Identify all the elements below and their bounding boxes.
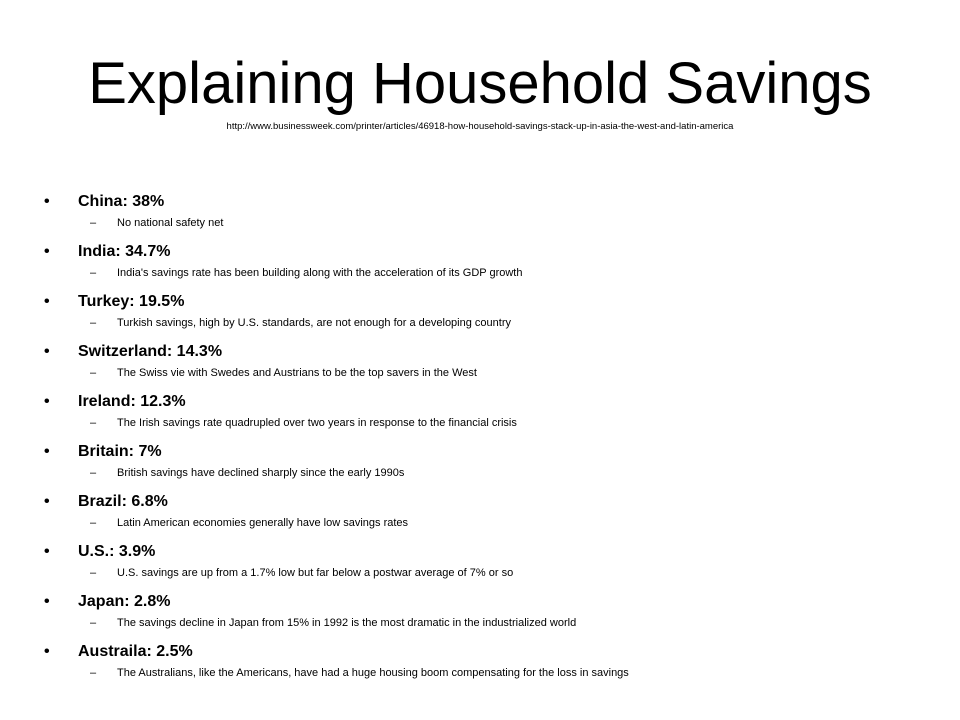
country-note: – The Irish savings rate quadrupled over …	[44, 415, 944, 431]
country-rate-label: Britain: 7%	[78, 443, 162, 460]
note-text: The Swiss vie with Swedes and Austrians …	[117, 367, 477, 379]
list-item: • Austraila: 2.5% – The Australians, like …	[44, 642, 944, 681]
country-entry: • China: 38%	[44, 192, 944, 212]
source-url: http://www.businessweek.com/printer/arti…	[226, 121, 734, 132]
country-entry: • Switzerland: 14.3%	[44, 342, 944, 362]
country-entry: • Japan: 2.8%	[44, 592, 944, 612]
country-rate-label: Switzerland: 14.3%	[78, 343, 223, 360]
note-text: The Irish savings rate quadrupled over t…	[117, 417, 517, 429]
list-item: • Ireland: 12.3% – The Irish savings rate …	[44, 392, 944, 431]
bullet-icon: •	[44, 393, 50, 410]
bullet-icon: •	[44, 193, 50, 210]
note-text: The savings decline in Japan from 15% in…	[117, 617, 577, 629]
country-rate-label: Turkey: 19.5%	[78, 293, 185, 310]
country-entry: • Ireland: 12.3%	[44, 392, 944, 412]
note-text: British savings have declined sharply si…	[117, 467, 405, 479]
country-rate-label: China: 38%	[78, 193, 165, 210]
country-note: – The Swiss vie with Swedes and Austrians…	[44, 365, 944, 381]
country-rate-label: Austraila: 2.5%	[78, 643, 193, 660]
bullet-icon: •	[44, 593, 50, 610]
country-note: – No national safety net	[44, 215, 944, 231]
savings-list: • China: 38% – No national safety net • Ind…	[44, 192, 944, 681]
note-text: Turkish savings, high by U.S. standards,…	[117, 317, 511, 329]
bullet-icon: •	[44, 443, 50, 460]
country-rate-label: India: 34.7%	[78, 243, 171, 260]
country-entry: • U.S.: 3.9%	[44, 542, 944, 562]
dash-icon: –	[90, 467, 97, 479]
dash-icon: –	[90, 517, 97, 529]
country-note: – The Australians, like the Americans, ha…	[44, 665, 944, 681]
country-rate-label: Brazil: 6.8%	[78, 493, 168, 510]
dash-icon: –	[90, 617, 97, 629]
bullet-icon: •	[44, 343, 50, 360]
list-item: • U.S.: 3.9% – U.S. savings are up from a …	[44, 542, 944, 581]
country-note: – The savings decline in Japan from 15% i…	[44, 615, 944, 631]
dash-icon: –	[90, 317, 97, 329]
country-entry: • Brazil: 6.8%	[44, 492, 944, 512]
country-entry: • India: 34.7%	[44, 242, 944, 262]
country-note: – British savings have declined sharply s…	[44, 465, 944, 481]
country-note: – U.S. savings are up from a 1.7% low but…	[44, 565, 944, 581]
dash-icon: –	[90, 267, 97, 279]
country-entry: • Turkey: 19.5%	[44, 292, 944, 312]
list-item: • Switzerland: 14.3% – The Swiss vie with …	[44, 342, 944, 381]
slide-title: Explaining Household Savings	[88, 51, 872, 116]
note-text: U.S. savings are up from a 1.7% low but …	[117, 567, 514, 579]
country-note: – Turkish savings, high by U.S. standards…	[44, 315, 944, 331]
note-text: Latin American economies generally have …	[117, 517, 409, 529]
note-text: India's savings rate has been building a…	[117, 267, 523, 279]
country-entry: • Austraila: 2.5%	[44, 642, 944, 662]
bullet-icon: •	[44, 293, 50, 310]
bullet-icon: •	[44, 543, 50, 560]
list-item: • Britain: 7% – British savings have decli…	[44, 442, 944, 481]
country-note: – Latin American economies generally have…	[44, 515, 944, 531]
country-rate-label: Ireland: 12.3%	[78, 393, 186, 410]
bullet-icon: •	[44, 243, 50, 260]
country-note: – India's savings rate has been building …	[44, 265, 944, 281]
list-item: • Brazil: 6.8% – Latin American economies …	[44, 492, 944, 531]
bullet-icon: •	[44, 493, 50, 510]
country-rate-label: Japan: 2.8%	[78, 593, 171, 610]
note-text: No national safety net	[117, 217, 224, 229]
dash-icon: –	[90, 667, 97, 679]
country-entry: • Britain: 7%	[44, 442, 944, 462]
bullet-icon: •	[44, 643, 50, 660]
country-rate-label: U.S.: 3.9%	[78, 543, 156, 560]
note-text: The Australians, like the Americans, hav…	[117, 667, 629, 679]
dash-icon: –	[90, 217, 97, 229]
list-item: • Turkey: 19.5% – Turkish savings, high by…	[44, 292, 944, 331]
list-item: • Japan: 2.8% – The savings decline in Jap…	[44, 592, 944, 631]
dash-icon: –	[90, 567, 97, 579]
list-item: • India: 34.7% – India's savings rate has …	[44, 242, 944, 281]
dash-icon: –	[90, 367, 97, 379]
dash-icon: –	[90, 417, 97, 429]
list-item: • China: 38% – No national safety net	[44, 192, 944, 231]
